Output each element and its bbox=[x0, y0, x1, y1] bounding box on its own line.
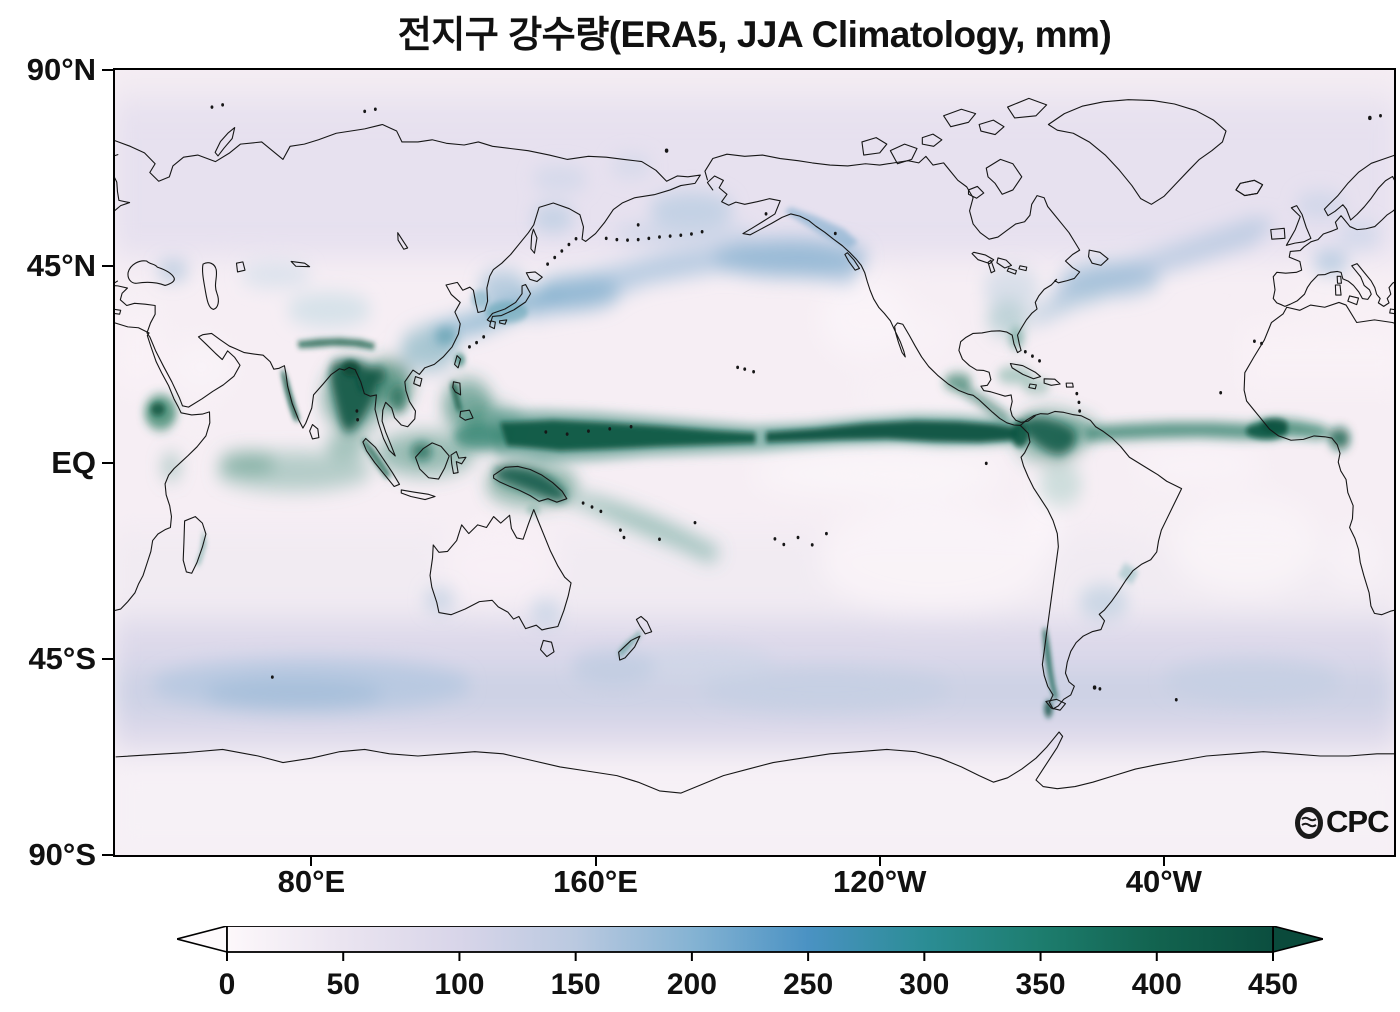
y-axis-label: 45°S bbox=[28, 640, 96, 676]
x-axis-label: 120°W bbox=[832, 864, 927, 899]
y-axis-tick bbox=[102, 265, 113, 268]
page-title: 전지구 강수량(ERA5, JJA Climatology, mm) bbox=[397, 14, 1112, 55]
colorbar-extend-left-arrow bbox=[173, 924, 228, 954]
colorbar-tick-label: 0 bbox=[218, 968, 236, 1001]
x-axis-tick bbox=[310, 857, 313, 866]
y-axis-label: 90°S bbox=[28, 837, 96, 872]
colorbar-tick-label: 250 bbox=[783, 968, 834, 1001]
colorbar-tick-label: 150 bbox=[550, 968, 601, 1001]
y-axis-tick bbox=[102, 69, 113, 71]
colorbar: 0 50 100 150 200 250 300 350 400 450 bbox=[173, 924, 1327, 1010]
coastlines bbox=[115, 98, 1394, 793]
y-axis-label: EQ bbox=[51, 444, 96, 480]
colorbar-ticks bbox=[226, 952, 1274, 961]
colorbar-tick-label: 200 bbox=[666, 968, 717, 1001]
map-canvas bbox=[115, 70, 1394, 855]
small-islands bbox=[210, 103, 1382, 702]
y-axis-tick bbox=[102, 461, 113, 464]
ocpc-watermark: CPC bbox=[1294, 804, 1389, 840]
ocpc-logo-wave-o-icon bbox=[1295, 807, 1323, 839]
colorbar-tick-label: 50 bbox=[326, 968, 360, 1001]
y-axis-tick bbox=[102, 657, 113, 660]
colorbar-tick-label: 400 bbox=[1131, 968, 1182, 1001]
colorbar-tick-label: 350 bbox=[1015, 968, 1066, 1001]
colorbar-tick-label: 100 bbox=[434, 968, 485, 1001]
colorbar-gradient-bar bbox=[173, 924, 1327, 961]
colorbar-extend-right-arrow bbox=[1272, 924, 1327, 954]
world-precipitation-map bbox=[113, 68, 1396, 857]
x-axis-label: 40°W bbox=[1125, 864, 1202, 899]
colorbar-bar bbox=[226, 925, 1274, 953]
x-axis-tick bbox=[878, 857, 881, 866]
y-axis-tick bbox=[102, 854, 113, 856]
x-axis-tick bbox=[594, 857, 597, 866]
colorbar-tick-label: 300 bbox=[899, 968, 950, 1001]
x-axis-label: 80°E bbox=[277, 864, 346, 899]
colorbar-tick-label: 450 bbox=[1247, 968, 1299, 1001]
x-axis-label: 160°E bbox=[553, 864, 638, 899]
ocpc-watermark-text: CPC bbox=[1326, 804, 1389, 839]
x-axis-tick bbox=[1162, 857, 1165, 866]
y-axis-label: 45°N bbox=[26, 248, 96, 284]
y-axis-label: 90°N bbox=[26, 52, 96, 87]
